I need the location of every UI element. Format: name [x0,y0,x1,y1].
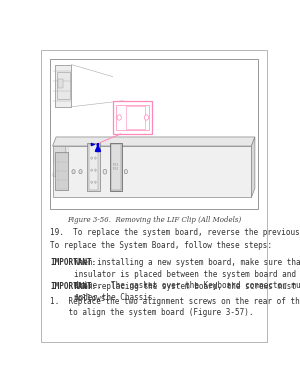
Text: IMPORTANT:: IMPORTANT: [50,282,97,291]
Bar [50,59,258,210]
Bar [113,101,152,134]
Circle shape [117,115,121,120]
Polygon shape [251,137,255,197]
Text: Figure 3-56.  Removing the LIF Clip (All Models): Figure 3-56. Removing the LIF Clip (All … [67,216,241,224]
Circle shape [124,170,127,174]
Text: IMPORTANT:: IMPORTANT: [50,258,97,267]
Circle shape [94,169,96,171]
Circle shape [91,169,93,171]
Text: When replacing the system board, the screws must be replaced as
follows:: When replacing the system board, the scr… [74,282,300,303]
Text: 1.  Replace the two alignment screws on the rear of the system unit module
    t: 1. Replace the two alignment screws on t… [50,296,300,317]
Text: SCSI
SCSI: SCSI SCSI [113,163,119,171]
Bar [116,105,149,130]
Bar [55,64,71,107]
Bar [57,72,70,99]
Bar [55,152,68,190]
Circle shape [72,170,75,174]
Circle shape [103,169,107,174]
Bar [110,143,122,191]
Text: To replace the System Board, follow these steps:: To replace the System Board, follow thes… [50,241,272,250]
Polygon shape [52,137,255,146]
Text: When installing a new system board, make sure that the
insulator is placed betwe: When installing a new system board, make… [74,258,300,302]
Circle shape [79,170,82,174]
Text: 19.  To replace the system board, reverse the previous steps.: 19. To replace the system board, reverse… [50,228,300,237]
Circle shape [94,181,96,184]
Circle shape [91,157,93,159]
Bar [125,106,145,128]
Polygon shape [52,146,251,197]
Circle shape [144,115,148,120]
Circle shape [91,181,93,184]
Polygon shape [52,146,65,176]
Bar [88,143,100,191]
Bar [110,144,122,190]
Bar [89,144,98,190]
Circle shape [94,157,96,159]
Bar [58,79,63,88]
